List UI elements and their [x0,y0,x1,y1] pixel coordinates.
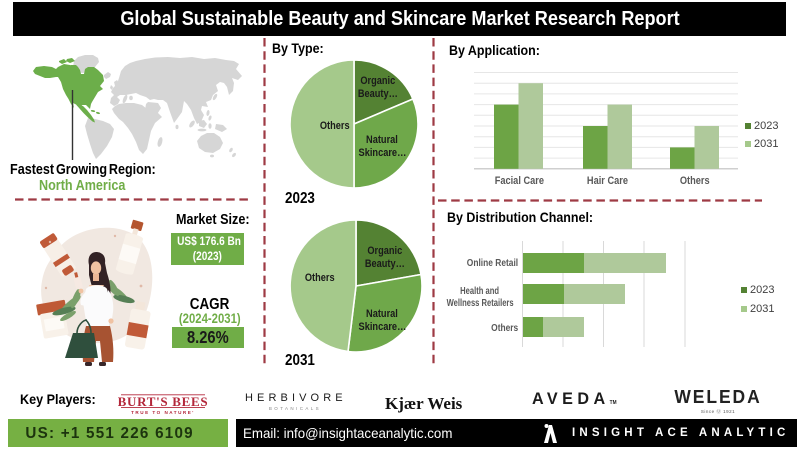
svg-text:TRUE TO NATURE': TRUE TO NATURE' [131,410,195,415]
svg-text:BURT'S BEES: BURT'S BEES [118,394,208,409]
